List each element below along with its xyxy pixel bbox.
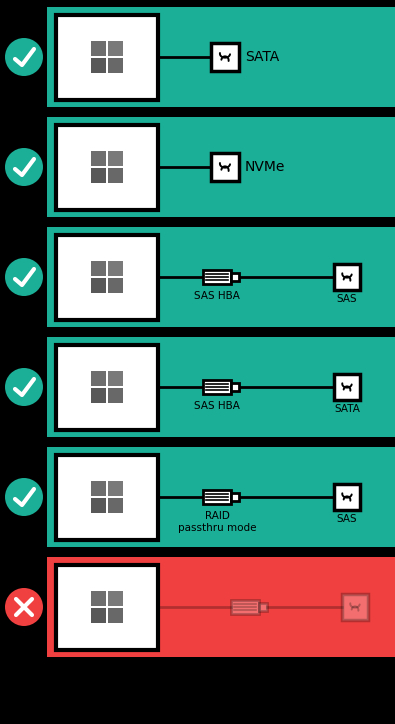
Bar xyxy=(259,603,267,611)
Bar xyxy=(91,371,105,386)
Bar xyxy=(203,270,231,284)
Bar xyxy=(47,447,395,547)
Text: SAS HBA: SAS HBA xyxy=(194,291,240,301)
Bar xyxy=(108,371,123,386)
Circle shape xyxy=(5,588,43,626)
Bar xyxy=(56,565,158,649)
Circle shape xyxy=(5,368,43,406)
Bar xyxy=(108,41,123,56)
Bar xyxy=(108,59,123,73)
Text: SATA: SATA xyxy=(334,404,360,414)
Bar xyxy=(91,41,105,56)
Text: SATA: SATA xyxy=(245,50,279,64)
Bar xyxy=(91,261,105,276)
Bar xyxy=(108,169,123,183)
Bar xyxy=(231,493,239,501)
Bar xyxy=(91,151,105,166)
Circle shape xyxy=(5,478,43,516)
Bar xyxy=(108,608,123,623)
Bar xyxy=(47,117,395,217)
Bar xyxy=(56,455,158,539)
Bar xyxy=(56,125,158,209)
Text: SAS HBA: SAS HBA xyxy=(194,401,240,411)
Bar xyxy=(108,591,123,606)
Bar xyxy=(231,383,239,391)
Circle shape xyxy=(5,38,43,76)
Bar xyxy=(108,261,123,276)
Bar xyxy=(91,169,105,183)
Bar xyxy=(91,388,105,403)
Bar xyxy=(47,557,395,657)
Bar xyxy=(231,273,239,281)
Bar xyxy=(334,374,360,400)
Bar xyxy=(231,600,259,614)
Bar xyxy=(47,337,395,437)
Text: SAS: SAS xyxy=(337,514,357,524)
Bar xyxy=(108,278,123,293)
Bar xyxy=(203,490,231,504)
Bar xyxy=(334,484,360,510)
Bar xyxy=(91,498,105,513)
Bar xyxy=(334,264,360,290)
Bar xyxy=(56,235,158,319)
Bar xyxy=(47,227,395,327)
Text: NVMe: NVMe xyxy=(245,160,285,174)
Bar xyxy=(91,591,105,606)
Text: SAS: SAS xyxy=(337,294,357,304)
Bar xyxy=(56,14,158,99)
Bar xyxy=(108,388,123,403)
Bar xyxy=(108,498,123,513)
Bar xyxy=(108,151,123,166)
Bar xyxy=(203,380,231,394)
Bar xyxy=(91,481,105,496)
Text: RAID
passthru mode: RAID passthru mode xyxy=(178,511,256,533)
Bar xyxy=(47,7,395,107)
Bar xyxy=(91,278,105,293)
Bar xyxy=(91,608,105,623)
Bar xyxy=(342,594,368,620)
Bar xyxy=(108,481,123,496)
Bar xyxy=(91,59,105,73)
Bar xyxy=(211,43,239,71)
Circle shape xyxy=(5,148,43,186)
Bar xyxy=(56,345,158,429)
Bar xyxy=(211,153,239,181)
Circle shape xyxy=(5,258,43,296)
